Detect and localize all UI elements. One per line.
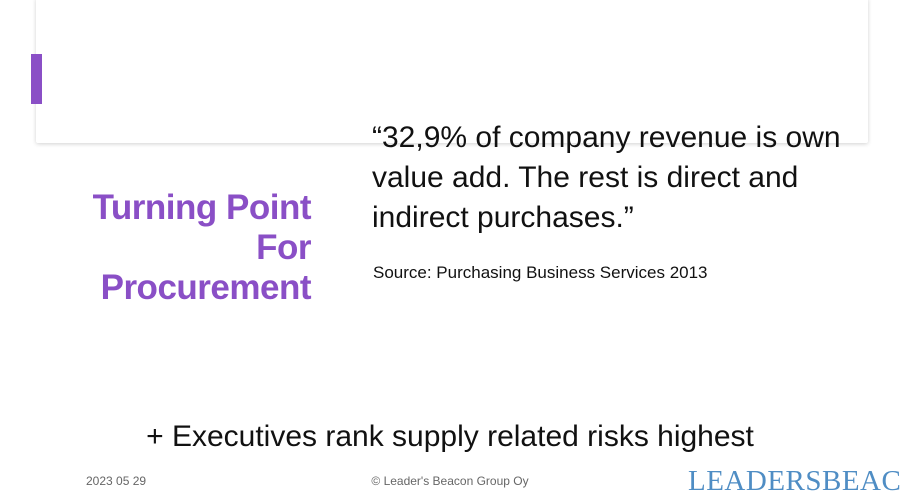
bullet-point: + Executives rank supply related risks h…: [146, 420, 754, 453]
title-line-2: For: [256, 228, 311, 267]
title-line-1: Turning Point: [92, 188, 312, 227]
header-panel: [36, 0, 868, 143]
slide-title: Turning Point For Procurement: [40, 188, 312, 308]
footer-date: 2023 05 29: [86, 474, 147, 488]
footer-copyright: © Leader's Beacon Group Oy: [371, 474, 529, 488]
quote-source: Source: Purchasing Business Services 201…: [373, 263, 708, 282]
quote-text: “32,9% of company revenue is own value a…: [372, 121, 841, 234]
accent-bar: [31, 54, 42, 104]
title-line-3: Procurement: [100, 268, 312, 307]
company-logo: LEADERSBEACON: [688, 465, 900, 497]
